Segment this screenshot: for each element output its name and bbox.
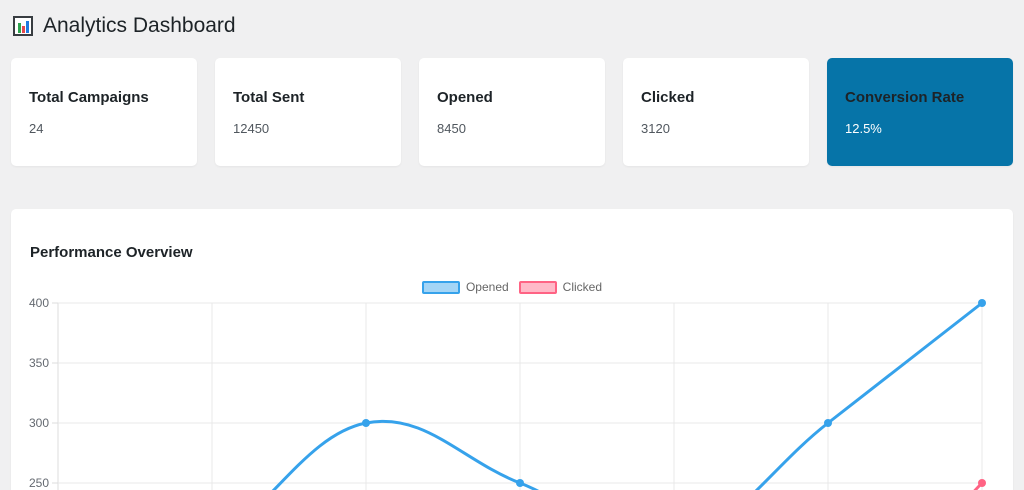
data-point-opened bbox=[516, 479, 524, 487]
legend-item-clicked[interactable]: Clicked bbox=[518, 280, 603, 294]
stat-value: 24 bbox=[29, 121, 44, 136]
data-point-opened bbox=[362, 419, 370, 427]
legend-item-opened[interactable]: Opened bbox=[421, 280, 509, 294]
stat-label: Total Sent bbox=[233, 89, 305, 106]
stat-value: 12450 bbox=[233, 121, 270, 136]
y-tick-label: 250 bbox=[29, 476, 49, 490]
performance-overview-card: Performance Overview Opened Clicked 400 35… bbox=[11, 209, 1013, 490]
legend-swatch-clicked bbox=[518, 280, 557, 294]
data-point-clicked bbox=[978, 479, 986, 487]
stat-value: 12.5% bbox=[845, 121, 882, 136]
stat-value: 3120 bbox=[641, 121, 670, 136]
page-header: Analytics Dashboard bbox=[0, 0, 1024, 58]
bar-chart-icon bbox=[13, 16, 33, 36]
chart-section-title: Performance Overview bbox=[30, 244, 193, 261]
stat-card-total-sent: Total Sent 12450 bbox=[215, 58, 401, 166]
series-opened bbox=[271, 299, 986, 490]
stats-row: Total Campaigns 24 Total Sent 12450 Opened 84… bbox=[11, 58, 1013, 166]
stat-label: Conversion Rate bbox=[845, 89, 965, 106]
y-tick-label: 400 bbox=[29, 296, 49, 310]
legend-swatch-opened bbox=[421, 280, 460, 294]
stat-value: 8450 bbox=[437, 121, 466, 136]
y-tick-label: 300 bbox=[29, 416, 49, 430]
chart-legend: Opened Clicked bbox=[11, 280, 1013, 294]
series-clicked bbox=[973, 479, 986, 490]
icon-bar-green bbox=[17, 23, 21, 33]
stat-label: Clicked bbox=[641, 89, 695, 106]
y-axis-labels: 400 350 300 250 bbox=[29, 296, 49, 490]
stat-label: Total Campaigns bbox=[29, 89, 149, 106]
stat-label: Opened bbox=[437, 89, 493, 106]
icon-bar-blue bbox=[25, 21, 29, 33]
data-point-opened bbox=[824, 419, 832, 427]
y-tick-label: 350 bbox=[29, 356, 49, 370]
legend-label: Clicked bbox=[562, 280, 603, 294]
page-title: Analytics Dashboard bbox=[43, 14, 236, 37]
stat-card-conversion-rate: Conversion Rate 12.5% bbox=[827, 58, 1013, 166]
stat-card-clicked: Clicked 3120 bbox=[623, 58, 809, 166]
stat-card-total-campaigns: Total Campaigns 24 bbox=[11, 58, 197, 166]
stat-card-opened: Opened 8450 bbox=[419, 58, 605, 166]
icon-bar-red bbox=[21, 26, 25, 33]
chart-gridlines bbox=[52, 302, 983, 490]
legend-label: Opened bbox=[465, 280, 509, 294]
performance-line-chart: 400 350 300 250 bbox=[29, 296, 986, 490]
data-point-opened bbox=[978, 299, 986, 307]
